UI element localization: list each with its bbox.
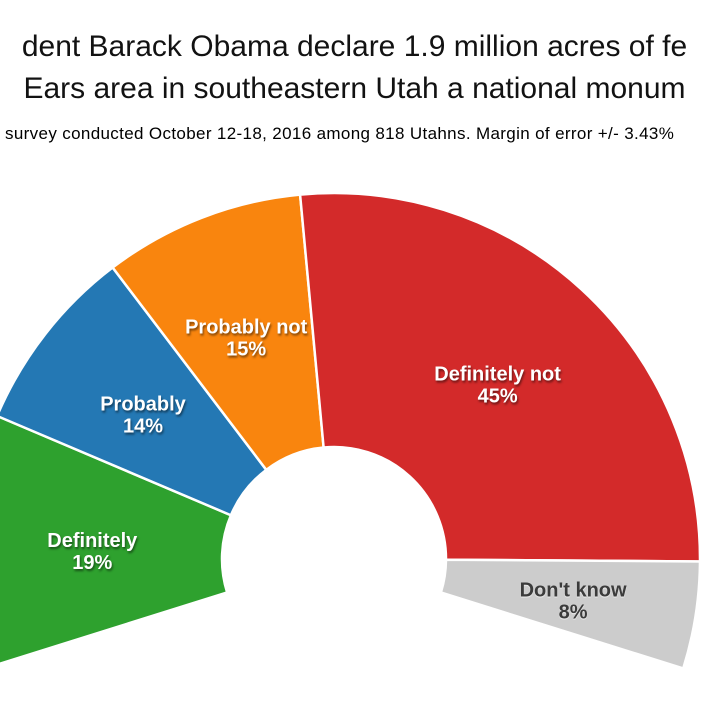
slice-value-probably-not: 15% [226, 339, 266, 361]
slice-definitely-not [298, 191, 702, 563]
slice-value-definitely: 19% [72, 552, 112, 574]
slice-label-definitely-not: Definitely not [434, 364, 561, 386]
chart-title-line-2: Ears area in southeastern Utah a nationa… [23, 72, 686, 105]
slice-probably-not [111, 193, 325, 472]
slice-don-t-know [439, 558, 702, 670]
slice-label-probably: Probably [100, 393, 186, 415]
chart-title: dent Barack Obama declare 1.9 million ac… [22, 26, 687, 110]
slice-label-don-t-know: Don't know [520, 579, 627, 601]
chart-subtitle: survey conducted October 12-18, 2016 amo… [5, 124, 675, 143]
slice-value-definitely-not: 45% [478, 386, 518, 408]
slice-definitely [0, 415, 233, 665]
chart-title-line-1: dent Barack Obama declare 1.9 million ac… [21, 30, 688, 63]
slice-label-definitely: Definitely [47, 530, 138, 552]
slice-value-probably: 14% [123, 415, 163, 437]
slice-probably [0, 266, 268, 517]
slice-value-don-t-know: 8% [559, 601, 588, 623]
slice-label-probably-not: Probably not [185, 317, 308, 339]
